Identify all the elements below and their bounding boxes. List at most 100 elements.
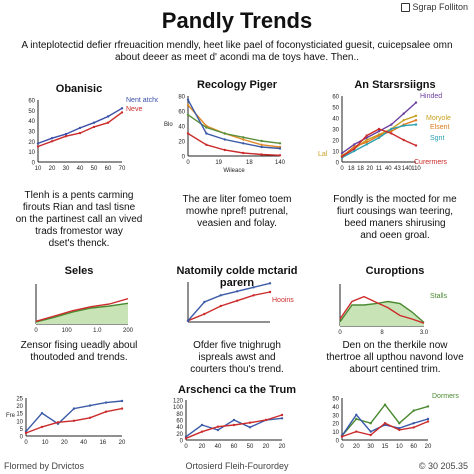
data-point: [64, 135, 68, 138]
x-tick-label: 20: [353, 444, 360, 450]
data-point: [278, 154, 282, 157]
panel-5-desc: Ofder five tnighrugh ispreals awst and c…: [158, 340, 316, 376]
data-point: [40, 412, 44, 415]
y-tick-label: 20: [332, 139, 339, 145]
series-line: [339, 300, 425, 324]
series-area: [340, 301, 424, 326]
data-point: [369, 433, 372, 437]
panel-3-title: An Starsrsiigns: [354, 79, 436, 91]
desc-line: courters thou's trend.: [190, 364, 284, 375]
data-point: [104, 410, 108, 413]
chart-6: 0 8 3.0 Stalls: [338, 284, 448, 336]
series-line: [187, 99, 281, 150]
intro-text: A inteplotectid defier rfreuacition mend…: [21, 40, 453, 63]
x-tick-label: 140: [275, 160, 286, 166]
desc-line: The are liter fomeo toem: [182, 194, 292, 205]
panel-4-title: Seles: [64, 265, 94, 277]
data-point: [120, 107, 124, 110]
x-tick-label: 60: [410, 444, 417, 450]
data-point: [106, 121, 110, 124]
series-line: [187, 282, 271, 322]
data-point: [426, 405, 430, 408]
data-point: [205, 143, 208, 146]
y-tick-label: 30: [332, 128, 339, 134]
data-point: [92, 125, 96, 129]
panel-7-title: Arschenci ca the Trum: [178, 384, 296, 396]
series-line: [187, 114, 281, 144]
desc-line: thertroe all upthou navond love: [326, 352, 464, 363]
x-tick-label: 3.0: [420, 330, 429, 336]
panel-5-title: Natomily colde mctarid parern: [176, 265, 298, 289]
x-tick-label: 40: [385, 166, 392, 172]
panel-1-desc: Tlenh is a pents carming firouts Rian an…: [0, 190, 158, 250]
data-point: [219, 304, 222, 308]
desc-line: on the partinest call an vived: [15, 214, 143, 225]
data-point: [353, 143, 356, 146]
footer-left: Flormed by Drvictos: [4, 461, 85, 471]
data-point: [236, 290, 239, 293]
data-point: [36, 145, 40, 148]
x-tick-label: 50: [247, 444, 254, 450]
x-tick-label: 20: [199, 444, 206, 450]
desc-line: dset's thenck.: [48, 238, 110, 249]
y-axis-label: Fre: [6, 413, 16, 419]
y-tick-label: 80: [178, 95, 185, 101]
data-point: [216, 425, 220, 428]
data-point: [426, 417, 430, 421]
data-point: [414, 114, 418, 117]
brand-logo: Sgrap Folliton: [401, 2, 468, 13]
desc-line: trads fromestor way: [35, 226, 123, 237]
data-point: [252, 286, 255, 289]
y-tick-label: 30: [332, 413, 339, 419]
x-tick-label: 100: [62, 328, 73, 334]
data-point: [64, 132, 68, 136]
y-tick-label: 10: [28, 150, 35, 156]
data-point: [120, 407, 124, 410]
desc-line: Den on the therkile now: [342, 340, 448, 351]
legend-label: Elsent: [430, 124, 450, 131]
data-point: [56, 421, 60, 424]
x-tick-label: 60: [105, 166, 112, 172]
y-tick-label: 25: [16, 397, 23, 403]
legend-label: Hooins: [272, 297, 294, 304]
series-line: [187, 132, 281, 156]
y-tick-label: 50: [332, 106, 339, 112]
y-tick-label: 0: [336, 161, 340, 167]
desc-line: Tlenh is a pents carming: [24, 190, 134, 201]
legend-label: Nent atchor: [126, 97, 158, 104]
y-tick-label: 50: [332, 397, 339, 403]
legend-label: Stalls: [430, 293, 448, 300]
data-point: [355, 413, 358, 416]
legend-label: Sgnt: [430, 135, 444, 142]
x-tick-label: 10: [396, 444, 403, 450]
data-point: [353, 149, 356, 153]
data-point: [414, 123, 418, 126]
brand-name: Sgrap Folliton: [412, 2, 468, 12]
chart-5: Hooins: [186, 282, 294, 323]
data-point: [104, 401, 108, 404]
x-tick-label: 16: [99, 440, 106, 446]
y-tick-label: 0: [32, 161, 36, 167]
y-tick-label: 10: [332, 430, 339, 436]
x-tick-label: 20: [119, 440, 126, 446]
y-tick-label: 60: [176, 419, 183, 425]
x-tick-label: 40: [80, 440, 87, 446]
data-point: [252, 294, 255, 297]
y-tick-label: 120: [173, 399, 184, 405]
data-point: [365, 134, 368, 137]
data-point: [402, 119, 405, 122]
data-point: [223, 138, 226, 141]
data-point: [260, 143, 263, 146]
data-point: [260, 153, 263, 156]
x-tick-label: 0: [24, 440, 28, 446]
legend-label: Moryole: [426, 115, 451, 122]
x-tick-label: 18: [348, 166, 355, 172]
data-point: [186, 98, 190, 101]
data-point: [40, 425, 44, 429]
data-point: [383, 422, 387, 425]
data-point: [78, 126, 82, 130]
data-point: [412, 409, 415, 412]
panel-6-title: Curoptions: [365, 265, 425, 277]
